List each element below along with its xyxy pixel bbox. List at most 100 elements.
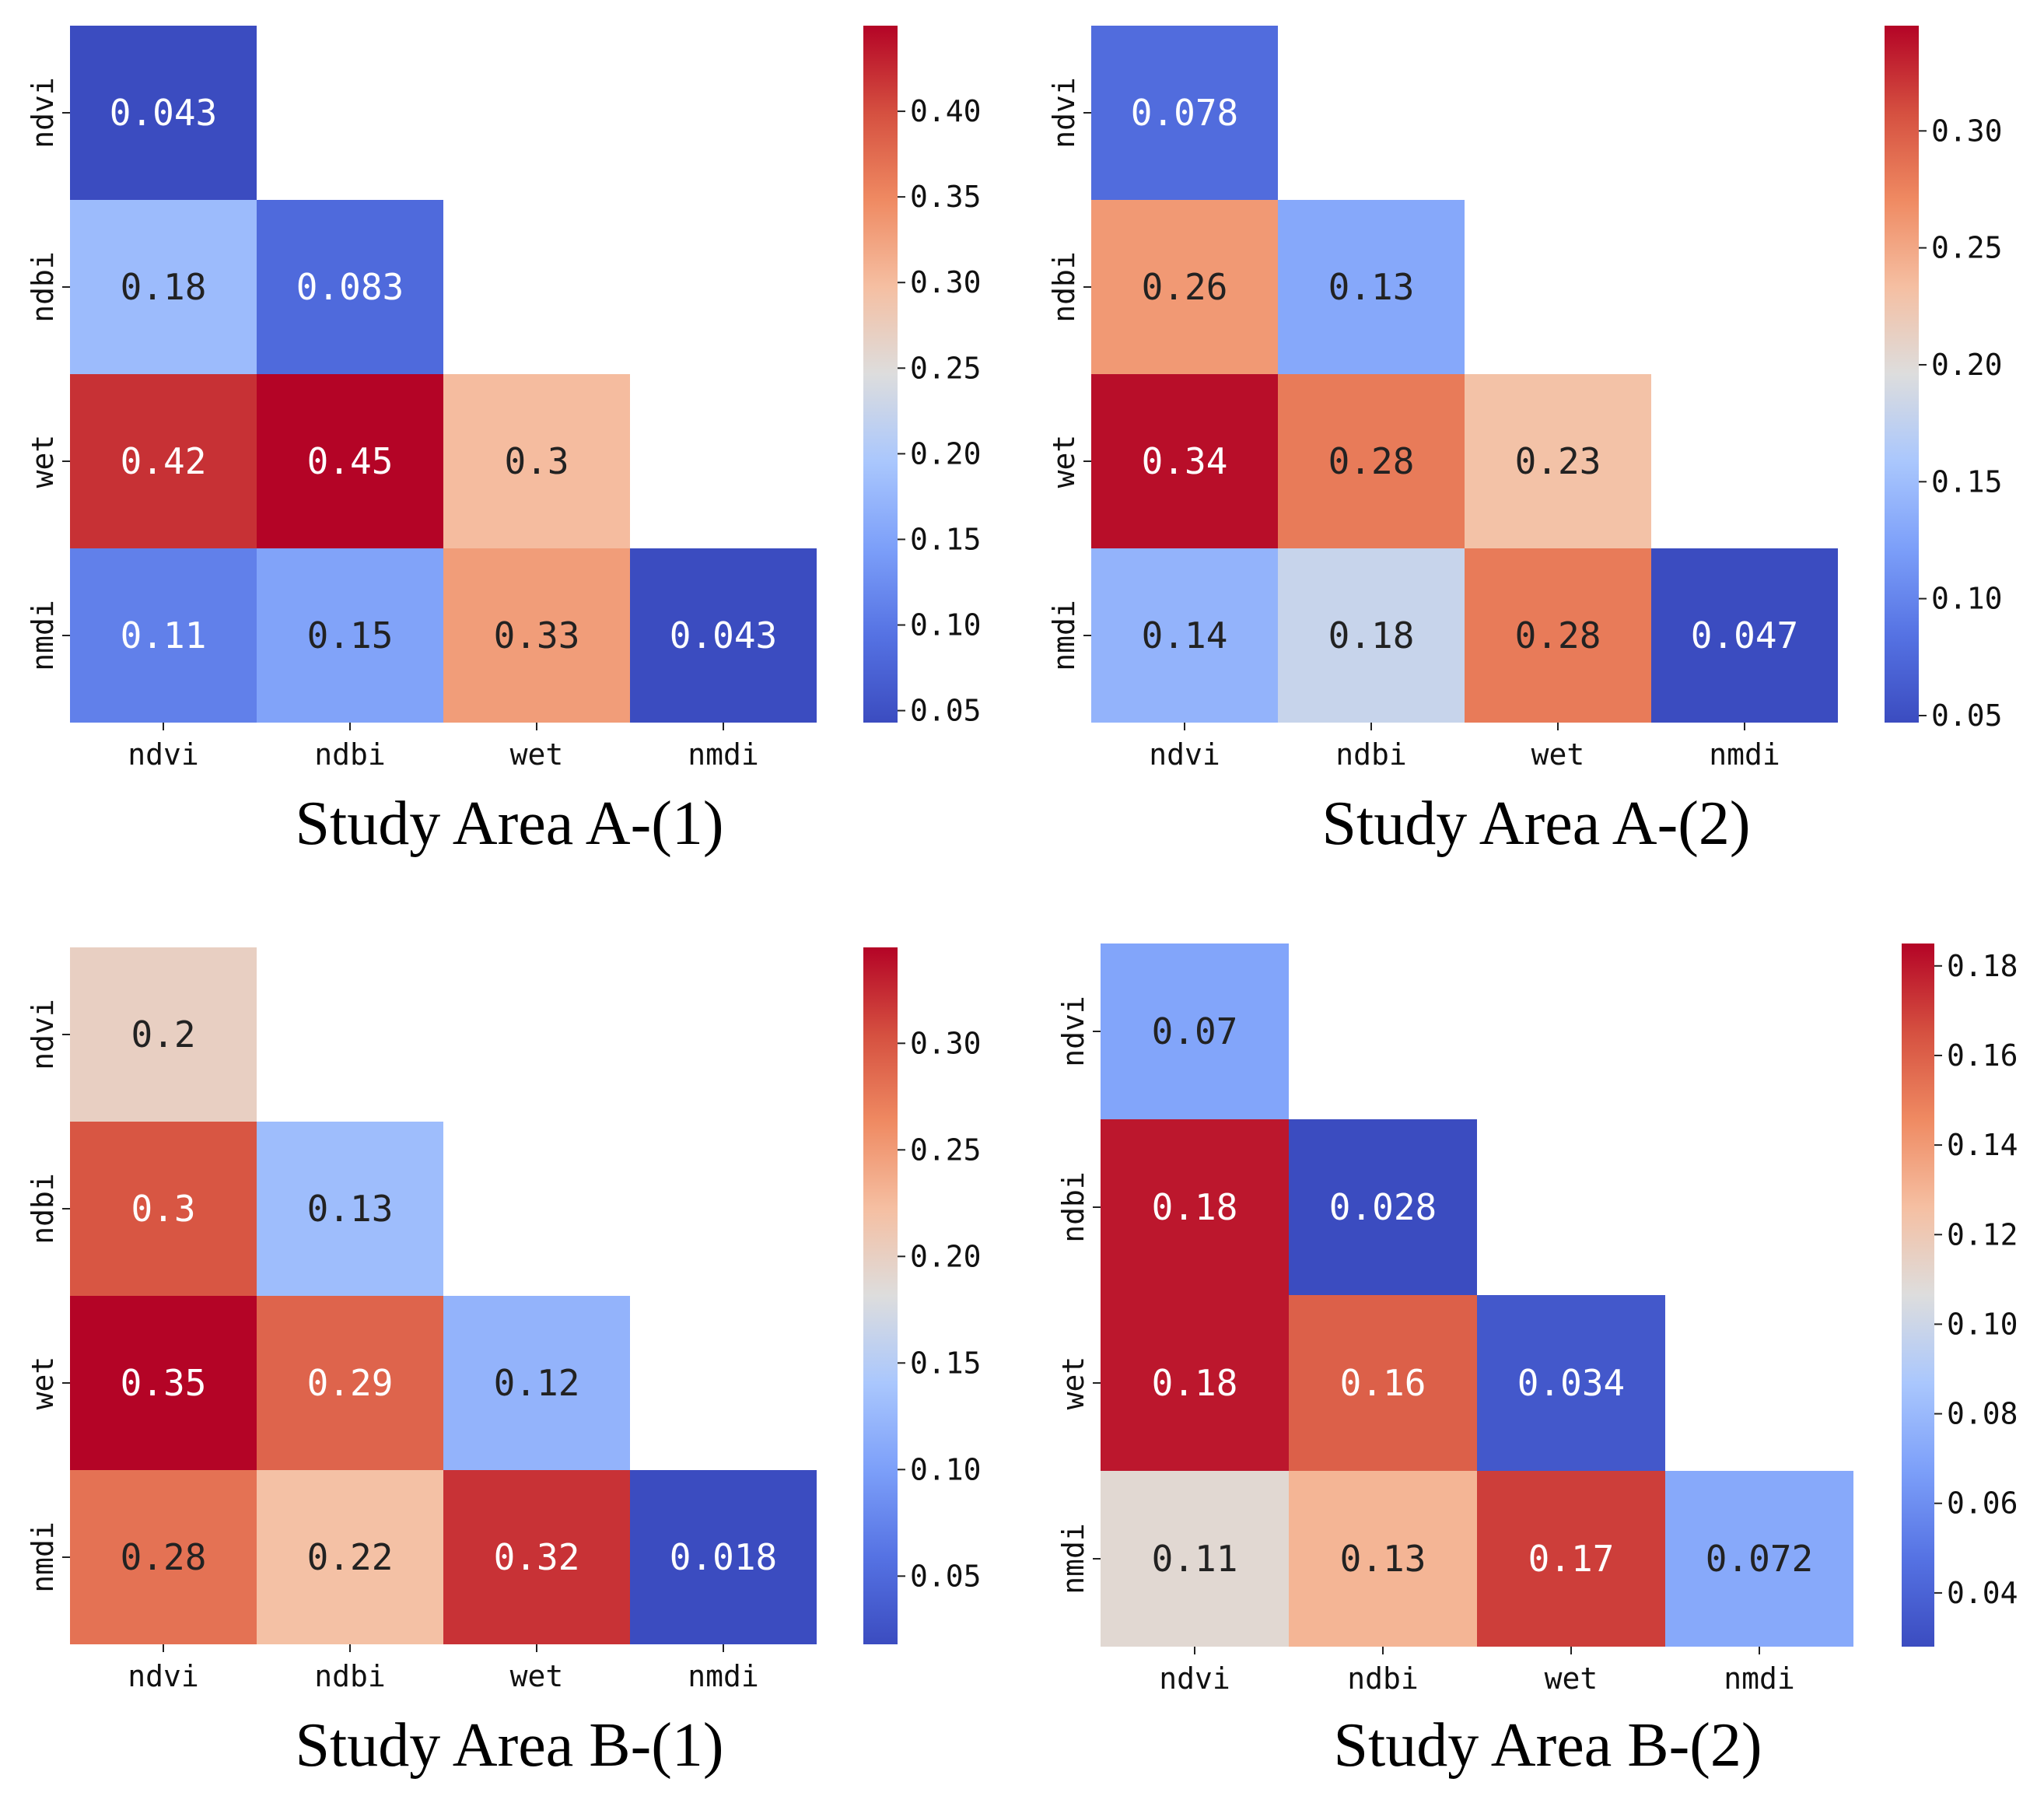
heatmap-cell: [1091, 200, 1278, 374]
cell-value-label: 0.28: [1515, 614, 1601, 656]
heatmap-cell: [1289, 1119, 1477, 1295]
y-tick-label: wet: [1047, 435, 1081, 488]
heatmap-cell: [1665, 1471, 1853, 1647]
cell-value-label: 0.26: [1142, 266, 1228, 308]
colorbar: [1902, 944, 1934, 1647]
cell-value-label: 0.16: [1340, 1362, 1426, 1404]
x-tick-label: ndbi: [314, 1659, 386, 1693]
heatmap-cell: [70, 1470, 257, 1644]
x-tick-label: ndvi: [1159, 1661, 1230, 1696]
cell-value-label: 0.3: [504, 440, 569, 482]
cell-value-label: 0.078: [1131, 92, 1238, 134]
panel-caption: Study Area B-(2): [1333, 1711, 1762, 1780]
cell-value-label: 0.072: [1706, 1538, 1813, 1580]
y-tick-label: wet: [1056, 1357, 1090, 1410]
x-tick-label: wet: [1531, 737, 1585, 772]
heatmap-cell: [1101, 1119, 1289, 1295]
heatmap-cell: [70, 200, 257, 374]
cell-value-label: 0.28: [121, 1536, 207, 1578]
cell-value-label: 0.13: [1340, 1538, 1426, 1580]
panel-caption: Study Area A-(1): [295, 789, 723, 858]
cell-value-label: 0.2: [131, 1014, 195, 1056]
y-tick-label: ndvi: [1047, 77, 1081, 149]
cell-value-label: 0.28: [1328, 440, 1415, 482]
heatmap-cell: [443, 1296, 630, 1470]
cell-value-label: 0.13: [307, 1188, 394, 1230]
cell-value-label: 0.12: [494, 1362, 580, 1404]
heatmap-cell: [70, 1122, 257, 1296]
heatmap-panel-3: 0.2 0.3 0.13 0.35 0.29 0.12 0.28 0.22 0.32 0.018 n…: [26, 947, 982, 1780]
y-tick-label: ndvi: [1056, 996, 1090, 1067]
heatmap-cell: [1477, 1295, 1665, 1471]
heatmap-cell: [1465, 548, 1651, 723]
heatmap-cell: [1278, 548, 1465, 723]
x-tick-label: nmdi: [1709, 737, 1780, 772]
colorbar-tick-label: 0.40: [910, 94, 982, 128]
colorbar-tick-label: 0.15: [910, 522, 982, 556]
y-tick-label: ndvi: [26, 77, 60, 149]
y-tick-label: ndbi: [26, 1173, 60, 1245]
cell-value-label: 0.07: [1152, 1010, 1238, 1052]
cell-value-label: 0.11: [1152, 1538, 1238, 1580]
colorbar: [863, 947, 898, 1644]
x-tick-label: ndvi: [128, 1659, 199, 1693]
heatmap-cell: [257, 1470, 443, 1644]
colorbar-tick-label: 0.05: [910, 694, 982, 728]
colorbar-tick-label: 0.25: [1931, 231, 2003, 265]
y-tick-label: ndvi: [26, 999, 60, 1070]
cell-value-label: 0.083: [296, 266, 404, 308]
y-tick-label: wet: [26, 435, 60, 488]
colorbar-tick-label: 0.30: [910, 265, 982, 299]
colorbar-tick-label: 0.10: [1931, 582, 2003, 616]
heatmap-cell: [1101, 1471, 1289, 1647]
heatmap-cell: [1091, 26, 1278, 200]
colorbar-tick-label: 0.04: [1947, 1576, 2018, 1610]
y-tick-label: ndbi: [1056, 1171, 1090, 1243]
cell-value-label: 0.18: [1152, 1362, 1238, 1404]
cell-value-label: 0.018: [670, 1536, 777, 1578]
cell-value-label: 0.17: [1528, 1538, 1615, 1580]
colorbar-tick-label: 0.15: [1931, 464, 2003, 499]
heatmap-cell: [257, 548, 443, 723]
cell-value-label: 0.043: [670, 614, 777, 656]
heatmap-cell: [70, 26, 257, 200]
panel-caption: Study Area B-(1): [295, 1711, 723, 1780]
cell-value-label: 0.45: [307, 440, 394, 482]
x-tick-label: wet: [1545, 1661, 1598, 1696]
colorbar-tick-label: 0.15: [910, 1346, 982, 1380]
colorbar-tick-label: 0.20: [910, 1239, 982, 1273]
colorbar-tick-label: 0.30: [910, 1026, 982, 1060]
colorbar-tick-label: 0.14: [1947, 1128, 2018, 1162]
colorbar-tick-label: 0.05: [1931, 698, 2003, 733]
heatmap-cell: [70, 947, 257, 1122]
colorbar-tick-label: 0.12: [1947, 1217, 2018, 1252]
panel-caption: Study Area A-(2): [1321, 789, 1750, 858]
x-tick-label: ndbi: [1335, 737, 1407, 772]
cell-value-label: 0.35: [121, 1362, 207, 1404]
heatmap-cell: [1101, 1295, 1289, 1471]
cell-value-label: 0.23: [1515, 440, 1601, 482]
heatmap-cell: [1278, 200, 1465, 374]
cell-value-label: 0.34: [1142, 440, 1228, 482]
y-tick-label: ndbi: [1047, 251, 1081, 323]
heatmap-cell: [630, 548, 817, 723]
heatmap-cell: [1091, 374, 1278, 548]
colorbar: [1885, 26, 1919, 723]
heatmap-cell: [70, 548, 257, 723]
x-tick-label: ndvi: [128, 737, 199, 772]
cell-value-label: 0.33: [494, 614, 580, 656]
heatmap-cell: [257, 1122, 443, 1296]
heatmap-cell: [1465, 374, 1651, 548]
cell-value-label: 0.14: [1142, 614, 1228, 656]
colorbar-tick-label: 0.05: [910, 1559, 982, 1593]
colorbar-tick-label: 0.25: [910, 1133, 982, 1167]
heatmap-cell: [443, 548, 630, 723]
heatmap-cell: [1651, 548, 1838, 723]
cell-value-label: 0.32: [494, 1536, 580, 1578]
colorbar-tick-label: 0.10: [910, 608, 982, 642]
y-tick-label: nmdi: [1047, 600, 1081, 671]
cell-value-label: 0.15: [307, 614, 394, 656]
y-tick-label: ndbi: [26, 251, 60, 323]
x-tick-label: ndbi: [1347, 1661, 1419, 1696]
